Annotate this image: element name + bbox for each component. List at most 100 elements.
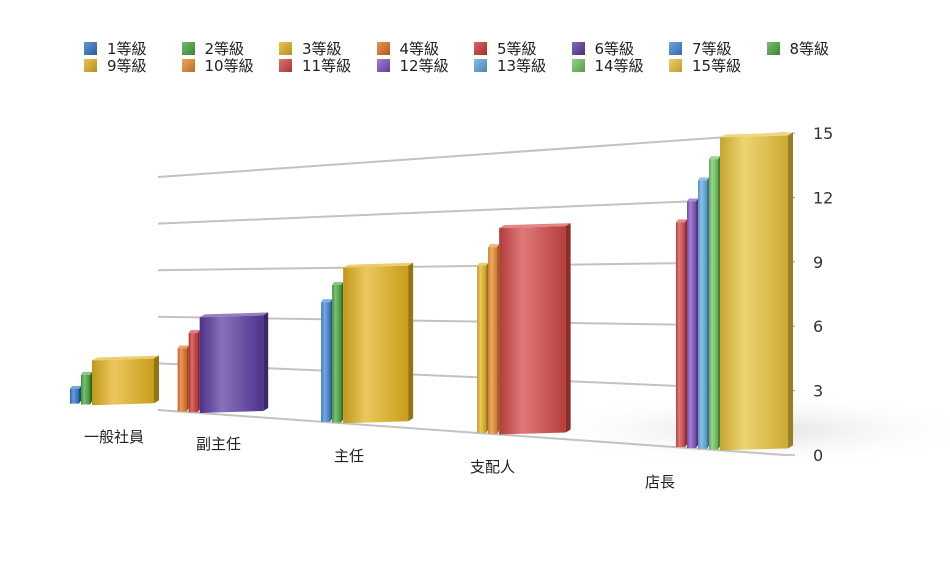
legend-item: 9等級	[84, 57, 147, 75]
legend-swatch	[376, 59, 390, 72]
y-tick-label: 3	[813, 382, 823, 401]
bar-face	[709, 159, 719, 450]
legend-item: 11等級	[279, 57, 351, 75]
bar-face	[188, 333, 198, 413]
bar-top	[343, 262, 414, 268]
bar-top	[321, 299, 333, 303]
legend-label: 5等級	[497, 39, 537, 58]
legend-label: 14等級	[594, 57, 644, 75]
legend-swatch	[279, 59, 292, 72]
bar-side	[497, 244, 500, 434]
gridline	[157, 132, 786, 178]
legend-label: 2等級	[204, 39, 245, 58]
legend-swatch	[669, 59, 682, 72]
bar-side	[154, 355, 159, 404]
legend-swatch	[279, 41, 292, 55]
bar-side	[90, 371, 92, 405]
bar-top	[81, 371, 92, 375]
bar-side	[79, 385, 81, 404]
bar-top	[687, 198, 699, 202]
bar	[499, 223, 571, 435]
legend-item: 6等級	[571, 39, 634, 58]
legend-swatch	[84, 59, 97, 72]
bar-top	[698, 177, 710, 181]
bar-top	[177, 345, 189, 349]
bar	[92, 355, 159, 406]
bar-side	[685, 219, 688, 448]
legend-label: 15等級	[692, 57, 742, 75]
bar-side	[788, 132, 794, 449]
legend-label: 8等級	[789, 39, 830, 58]
gridline	[157, 409, 786, 456]
legend-item: 3等級	[279, 39, 342, 58]
legend-label: 4等級	[399, 39, 440, 58]
bar-side	[486, 262, 489, 433]
legend-item: 1等級	[84, 39, 147, 58]
gridline	[157, 196, 786, 225]
legend-item: 7等級	[669, 39, 732, 58]
bar-side	[263, 312, 269, 411]
legend-item: 2等級	[181, 39, 245, 58]
bar	[332, 282, 344, 423]
x-category-label: 店長	[645, 473, 675, 491]
x-category-label: 一般社員	[84, 428, 144, 446]
bar-face	[177, 348, 187, 412]
bar-side	[408, 262, 414, 422]
y-tick-label: 12	[813, 188, 833, 207]
bar	[70, 385, 81, 404]
bar-face	[81, 374, 90, 405]
bar-side	[341, 282, 344, 423]
bar	[199, 312, 269, 413]
bar	[488, 244, 500, 434]
bar-side	[186, 345, 189, 412]
legend-item: 8等級	[766, 39, 830, 58]
bar-face	[698, 180, 708, 449]
legend-swatch	[181, 59, 195, 72]
legend-item: 10等級	[181, 57, 254, 75]
legend-label: 12等級	[399, 57, 449, 75]
legend-item: 12等級	[376, 57, 449, 75]
y-tick-label: 15	[813, 124, 833, 143]
legend-label: 11等級	[302, 57, 352, 75]
bar	[177, 345, 189, 412]
x-category-label: 支配人	[470, 458, 515, 476]
bar-top	[477, 262, 489, 266]
legend-swatch	[474, 59, 487, 72]
bar-top	[488, 244, 500, 248]
y-tick-label: 9	[813, 253, 823, 272]
bar-top	[499, 223, 571, 229]
bar-top	[70, 385, 81, 389]
bar	[343, 262, 414, 424]
y-tick-label: 6	[813, 317, 823, 336]
bar	[81, 371, 92, 405]
bar-side	[696, 198, 699, 448]
bar	[709, 156, 721, 450]
legend-swatch	[181, 41, 195, 55]
legend-item: 14等級	[571, 57, 644, 75]
legend-label: 3等級	[302, 39, 342, 58]
bar-face	[687, 201, 697, 448]
legend-swatch	[474, 41, 487, 55]
bar-face	[499, 226, 566, 435]
bar-face	[92, 358, 154, 406]
bar-top	[720, 132, 794, 138]
legend-swatch	[376, 41, 390, 55]
bar-side	[718, 156, 721, 450]
legend-label: 13等級	[497, 57, 547, 75]
bar-face	[70, 388, 79, 404]
bar-top	[199, 312, 269, 318]
legend-label: 9等級	[107, 57, 147, 75]
bar-top	[188, 330, 200, 334]
x-category-label: 副主任	[196, 435, 241, 453]
bar-face	[720, 135, 789, 451]
bar-face	[321, 302, 331, 422]
bar	[321, 299, 333, 422]
legend-label: 10等級	[204, 57, 254, 75]
bar-top	[709, 156, 721, 160]
legend-label: 7等級	[692, 39, 732, 58]
bar-face	[477, 265, 487, 433]
bar	[687, 198, 699, 448]
bar-side	[330, 299, 333, 422]
